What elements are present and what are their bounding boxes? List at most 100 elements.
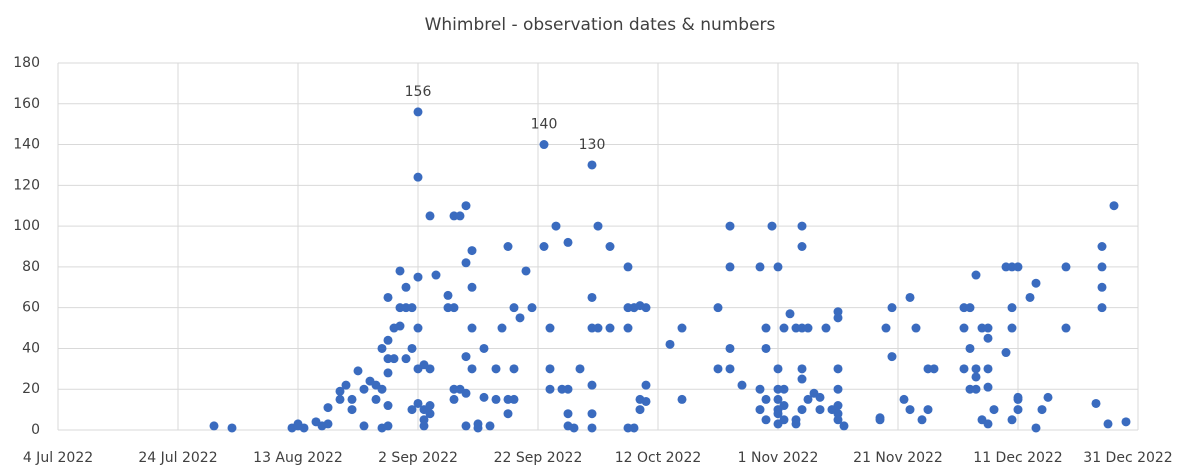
data-point	[347, 394, 357, 404]
data-point	[725, 221, 735, 231]
data-point	[1103, 419, 1113, 429]
data-point	[359, 421, 369, 431]
data-point	[635, 405, 645, 415]
data-point	[1097, 282, 1107, 292]
data-point	[383, 292, 393, 302]
data-point	[1097, 242, 1107, 251]
data-point	[1025, 292, 1035, 302]
data-point	[773, 409, 783, 419]
y-tick-label: 20	[22, 381, 40, 397]
data-point	[983, 333, 993, 343]
data-point	[779, 323, 789, 333]
data-point	[797, 374, 807, 384]
data-point	[773, 364, 783, 374]
data-point	[959, 323, 969, 333]
data-point	[509, 364, 519, 374]
data-point	[1121, 417, 1131, 427]
data-point	[761, 415, 771, 425]
data-point	[971, 364, 981, 374]
data-point	[419, 415, 429, 425]
data-point	[461, 352, 471, 362]
data-point	[821, 323, 831, 333]
data-point	[491, 394, 501, 404]
data-point	[371, 394, 381, 404]
data-point	[983, 364, 993, 374]
data-point	[1031, 423, 1041, 433]
data-point	[1013, 392, 1023, 402]
annotation: 130	[579, 137, 606, 153]
data-point	[335, 386, 345, 396]
data-point	[335, 394, 345, 404]
data-point	[587, 292, 597, 302]
data-point	[407, 343, 417, 353]
data-point	[455, 211, 465, 221]
data-point	[1109, 201, 1119, 211]
data-point	[665, 339, 675, 349]
data-point	[971, 270, 981, 280]
data-point	[641, 380, 651, 390]
data-point	[323, 403, 333, 413]
annotation: 140	[531, 117, 558, 133]
data-point	[545, 384, 555, 394]
data-point	[413, 107, 423, 117]
data-point	[467, 246, 477, 256]
data-point	[479, 343, 489, 353]
data-point	[785, 309, 795, 319]
data-point	[1097, 262, 1107, 272]
data-point	[407, 303, 417, 313]
data-point	[575, 364, 585, 374]
x-tick-label: 24 Jul 2022	[138, 450, 217, 466]
x-tick-label: 1 Nov 2022	[738, 450, 819, 466]
data-point	[1031, 278, 1041, 288]
data-point	[773, 262, 783, 272]
y-tick-label: 40	[22, 340, 40, 356]
data-point	[341, 380, 351, 390]
data-point	[227, 423, 237, 433]
data-point	[989, 405, 999, 415]
data-point	[395, 266, 405, 276]
data-point	[833, 364, 843, 374]
x-tick-label: 31 Dec 2022	[1083, 450, 1172, 466]
data-point	[563, 384, 573, 394]
data-point	[983, 419, 993, 429]
data-point	[1013, 405, 1023, 415]
data-point	[713, 364, 723, 374]
data-point	[1061, 262, 1071, 272]
data-point	[755, 405, 765, 415]
data-point	[725, 364, 735, 374]
data-point	[761, 343, 771, 353]
data-point	[1097, 303, 1107, 313]
data-point	[587, 423, 597, 433]
data-point	[491, 364, 501, 374]
data-point	[413, 272, 423, 282]
data-point	[725, 343, 735, 353]
data-point	[725, 262, 735, 272]
data-point	[539, 242, 549, 251]
data-point	[479, 392, 489, 402]
data-point	[353, 366, 363, 376]
data-point	[431, 270, 441, 280]
y-tick-label: 120	[13, 177, 40, 193]
data-point	[971, 384, 981, 394]
data-point	[737, 380, 747, 390]
data-point	[587, 380, 597, 390]
x-tick-label: 22 Sep 2022	[494, 450, 583, 466]
data-point	[905, 292, 915, 302]
data-point	[377, 343, 387, 353]
data-point	[503, 409, 513, 419]
data-point	[923, 405, 933, 415]
data-point	[587, 160, 597, 170]
data-point	[347, 405, 357, 415]
data-point	[1007, 323, 1017, 333]
data-point	[983, 323, 993, 333]
data-point	[425, 364, 435, 374]
data-point	[515, 313, 525, 323]
data-point	[899, 394, 909, 404]
data-point	[209, 421, 219, 431]
data-point	[797, 364, 807, 374]
data-point	[587, 409, 597, 419]
data-point	[467, 323, 477, 333]
y-tick-label: 140	[13, 137, 40, 153]
